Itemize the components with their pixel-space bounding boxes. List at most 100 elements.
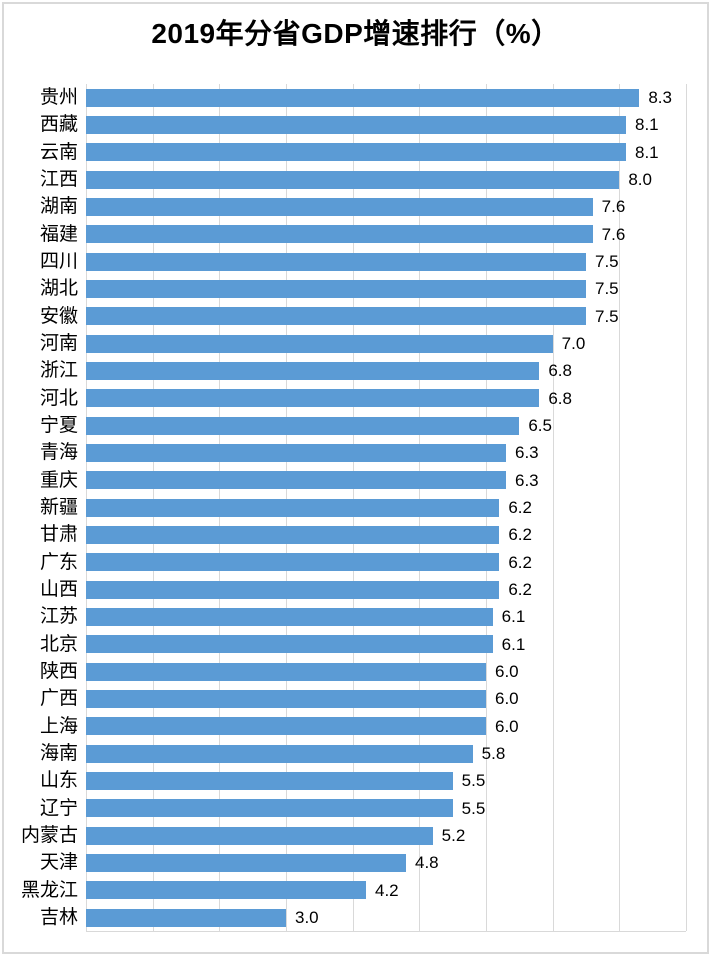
bar-row: 5.8 [86, 740, 686, 767]
value-label: 6.2 [508, 580, 532, 600]
bar-row: 7.6 [86, 221, 686, 248]
category-label: 湖北 [39, 278, 78, 300]
plot-area: 8.3 8.1 8.1 8.0 7.6 7.6 7.5 7.5 7.5 7.0 6.8 6.8 6.5 6… [86, 84, 687, 932]
bar [86, 279, 586, 298]
bar-row: 6.2 [86, 549, 686, 576]
bar-row: 5.5 [86, 795, 686, 822]
bar [86, 635, 493, 654]
value-label: 5.5 [461, 771, 486, 791]
bar-row: 3.0 [86, 904, 686, 931]
value-label: 5.8 [481, 744, 506, 764]
category-label: 西藏 [39, 114, 78, 136]
category-label: 山西 [39, 579, 78, 601]
value-label: 6.0 [495, 662, 519, 682]
category-label: 宁夏 [39, 415, 78, 437]
bar-row: 4.2 [86, 877, 686, 904]
bar [86, 771, 453, 790]
bar-row: 6.8 [86, 385, 686, 412]
value-label: 6.2 [508, 552, 532, 572]
value-label: 7.0 [561, 334, 586, 354]
value-label: 8.3 [648, 88, 672, 108]
bar [86, 416, 520, 435]
bar-row: 7.0 [86, 330, 686, 357]
category-axis: 贵州 西藏 云南 江西 湖南 福建 四川 湖北 安徽 河南 浙江 河北 宁夏 青海 重庆 新疆 甘肃 广东 山西 江苏… [6, 84, 78, 931]
gridline [686, 84, 687, 931]
bar-row: 6.8 [86, 357, 686, 384]
value-label: 8.1 [635, 142, 659, 162]
bar [86, 471, 506, 490]
category-label: 青海 [39, 442, 78, 464]
bar-row: 6.5 [86, 412, 686, 439]
value-label: 6.0 [495, 716, 519, 736]
category-label: 上海 [39, 715, 78, 737]
category-label: 河北 [39, 387, 78, 409]
bar-row: 6.2 [86, 521, 686, 548]
bar [86, 115, 626, 134]
bar-row: 5.2 [86, 822, 686, 849]
category-label: 浙江 [39, 360, 78, 382]
bar [86, 662, 486, 681]
value-label: 7.6 [601, 197, 626, 217]
bar-row: 8.1 [86, 139, 686, 166]
value-label: 6.1 [501, 634, 526, 654]
value-label: 6.8 [548, 388, 572, 408]
bar [86, 170, 620, 189]
category-label: 辽宁 [39, 797, 78, 819]
bar-series: 8.3 8.1 8.1 8.0 7.6 7.6 7.5 7.5 7.5 7.0 6.8 6.8 6.5 6… [86, 84, 686, 931]
value-label: 3.0 [295, 908, 319, 927]
category-label: 重庆 [39, 469, 78, 491]
bar [86, 689, 486, 708]
category-label: 新疆 [39, 497, 78, 519]
bar [86, 334, 553, 353]
value-label: 6.2 [508, 525, 532, 545]
category-label: 四川 [39, 251, 78, 273]
bar [86, 744, 473, 763]
bar [86, 717, 486, 736]
bar [86, 525, 500, 544]
bar [86, 88, 640, 107]
value-label: 7.6 [601, 224, 626, 244]
bar-row: 8.0 [86, 166, 686, 193]
bar [86, 799, 453, 818]
bar-row: 8.1 [86, 111, 686, 138]
bar [86, 826, 433, 845]
bar [86, 607, 493, 626]
category-label: 黑龙江 [20, 879, 78, 901]
bar-row: 8.3 [86, 84, 686, 111]
bar-row: 7.5 [86, 275, 686, 302]
value-label: 7.5 [595, 306, 619, 326]
bar-row: 6.2 [86, 494, 686, 521]
category-label: 甘肃 [39, 524, 78, 546]
value-label: 5.2 [441, 826, 466, 846]
bar [86, 443, 506, 462]
bar-row: 6.0 [86, 713, 686, 740]
category-label: 陕西 [39, 661, 78, 683]
value-label: 6.0 [495, 689, 519, 709]
bar [86, 389, 540, 408]
bar [86, 553, 500, 572]
gridline [552, 84, 554, 931]
category-label: 云南 [39, 141, 78, 163]
bar-row: 6.3 [86, 439, 686, 466]
category-label: 山东 [39, 770, 78, 792]
value-label: 7.5 [595, 252, 619, 272]
bar-row: 5.5 [86, 767, 686, 794]
bar-row: 6.0 [86, 658, 686, 685]
bar [86, 908, 286, 927]
bar-row: 4.8 [86, 849, 686, 876]
chart-title: 2019年分省GDP增速排行（%） [151, 18, 560, 49]
value-label: 6.5 [528, 416, 552, 436]
category-label: 广西 [39, 688, 78, 710]
bar [86, 225, 593, 244]
bar-row: 6.3 [86, 467, 686, 494]
category-label: 河南 [39, 333, 78, 355]
bar-row: 7.6 [86, 193, 686, 220]
category-label: 福建 [39, 223, 78, 245]
value-label: 4.2 [375, 880, 399, 900]
value-label: 4.8 [415, 853, 439, 873]
category-label: 江苏 [39, 606, 78, 628]
bar-row: 7.5 [86, 303, 686, 330]
value-label: 5.5 [461, 798, 486, 818]
bar [86, 580, 500, 599]
category-label: 内蒙古 [20, 825, 78, 847]
